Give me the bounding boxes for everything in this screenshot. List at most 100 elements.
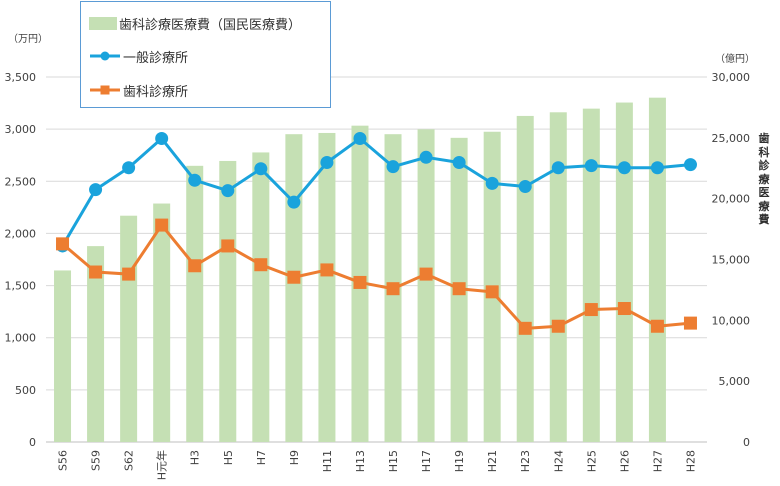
bar [153, 203, 171, 442]
data-point [320, 156, 334, 170]
y-left-tick-label: 3,500 [5, 71, 37, 84]
y-left-tick-label: 0 [29, 436, 36, 449]
data-point [518, 321, 532, 335]
data-point [452, 282, 466, 296]
y-right-tick-label: 15,000 [712, 254, 751, 267]
bar [87, 246, 105, 442]
x-tick-label: H17 [420, 450, 433, 472]
legend-label-general-clinic: 一般診療所 [123, 50, 189, 66]
bar [285, 134, 303, 442]
data-point [254, 258, 268, 272]
x-tick-label: H27 [651, 450, 664, 472]
y-left-tick-label: 3,000 [5, 123, 37, 136]
bar [120, 215, 138, 442]
gridlines [46, 76, 707, 443]
x-tick-label: H11 [321, 450, 334, 472]
data-point [188, 173, 202, 187]
bar [417, 129, 435, 443]
data-point [89, 183, 103, 197]
x-tick-label: S62 [123, 450, 136, 471]
legend-item-dental-clinic: 歯科診療所 [89, 78, 188, 102]
legend-swatch-dental-clinic [90, 85, 120, 95]
y-axis-right-unit: （億円） [715, 52, 755, 65]
data-point [617, 302, 631, 316]
data-point [221, 184, 235, 198]
data-point [584, 159, 598, 173]
x-tick-label: H28 [684, 450, 697, 472]
data-point [122, 161, 136, 175]
data-point [188, 259, 202, 273]
data-point [254, 162, 268, 176]
y-right-tick-label: 5,000 [719, 375, 751, 388]
y-axis-left-ticks: 0 500 1,000 1,500 2,000 2,500 3,000 3,500 [5, 71, 37, 449]
y-right-tick-label: 0 [743, 436, 750, 449]
data-point [56, 237, 70, 251]
data-point [155, 218, 169, 232]
data-point [485, 176, 499, 190]
x-tick-label: H9 [288, 450, 301, 465]
x-tick-label: H7 [255, 450, 268, 465]
x-tick-label: H15 [387, 450, 400, 472]
x-tick-label: H元年 [155, 450, 169, 480]
x-tick-label: H5 [222, 450, 235, 465]
legend: 歯科診療医療費（国民医療費） 一般診療所 歯科診療所 [80, 1, 331, 108]
data-point [584, 303, 598, 317]
bar [549, 112, 567, 443]
x-tick-label: S56 [57, 450, 70, 471]
y-left-tick-label: 2,500 [5, 175, 37, 188]
data-point [551, 319, 565, 333]
legend-swatch-bar [89, 16, 117, 30]
data-point [419, 150, 433, 164]
y-right-tick-label: 10,000 [712, 314, 751, 327]
line-series-dental-clinic [56, 218, 697, 335]
data-point [320, 263, 334, 277]
legend-swatch-general-clinic [90, 51, 120, 61]
data-point [89, 265, 103, 279]
data-point [683, 158, 697, 172]
x-tick-label: H13 [354, 450, 367, 472]
data-point [650, 319, 664, 333]
data-point [287, 270, 301, 284]
x-tick-label: H3 [189, 450, 202, 465]
data-point [386, 282, 400, 296]
y-left-tick-label: 500 [15, 384, 36, 397]
y-axis-right-ticks: 0 5,000 10,000 15,000 20,000 25,000 30,000 [712, 71, 751, 449]
data-point [485, 285, 499, 299]
data-point [122, 267, 136, 281]
data-point [353, 275, 367, 289]
bar [219, 160, 237, 442]
data-point [551, 161, 565, 175]
bar [615, 102, 633, 443]
bar [648, 97, 666, 442]
data-point [452, 156, 466, 170]
y-axis-right-title: 歯科診療医療費 [758, 132, 770, 226]
y-right-tick-label: 20,000 [712, 193, 751, 206]
data-point [518, 180, 532, 193]
data-point [650, 161, 664, 175]
data-point [221, 239, 235, 253]
legend-label-dental-clinic: 歯科診療所 [123, 84, 189, 100]
x-tick-label: H21 [486, 450, 499, 472]
data-point [419, 267, 433, 281]
legend-item-general-clinic: 一般診療所 [89, 44, 188, 68]
bar [186, 165, 204, 443]
x-axis-ticks: S56 S59 S62 H元年 H3 H5 H7 H9 H11 H13 H15 H17 H19 H21 H2… [57, 450, 698, 480]
data-point [287, 195, 301, 209]
y-left-tick-label: 1,000 [5, 332, 37, 345]
data-point [353, 132, 367, 146]
line-series-general-clinic [56, 132, 697, 253]
x-tick-label: H24 [552, 450, 565, 472]
bar [54, 270, 72, 442]
data-point [155, 132, 169, 146]
y-right-tick-label: 25,000 [712, 132, 751, 145]
x-tick-label: H26 [618, 450, 631, 472]
bar [318, 132, 336, 442]
y-right-tick-label: 30,000 [712, 71, 751, 84]
bar-series [54, 97, 666, 443]
legend-label-bar: 歯科診療医療費（国民医療費） [119, 17, 302, 33]
bar [582, 108, 600, 442]
data-point [617, 161, 631, 175]
y-left-tick-label: 2,000 [5, 227, 37, 240]
x-tick-label: H19 [453, 450, 466, 472]
